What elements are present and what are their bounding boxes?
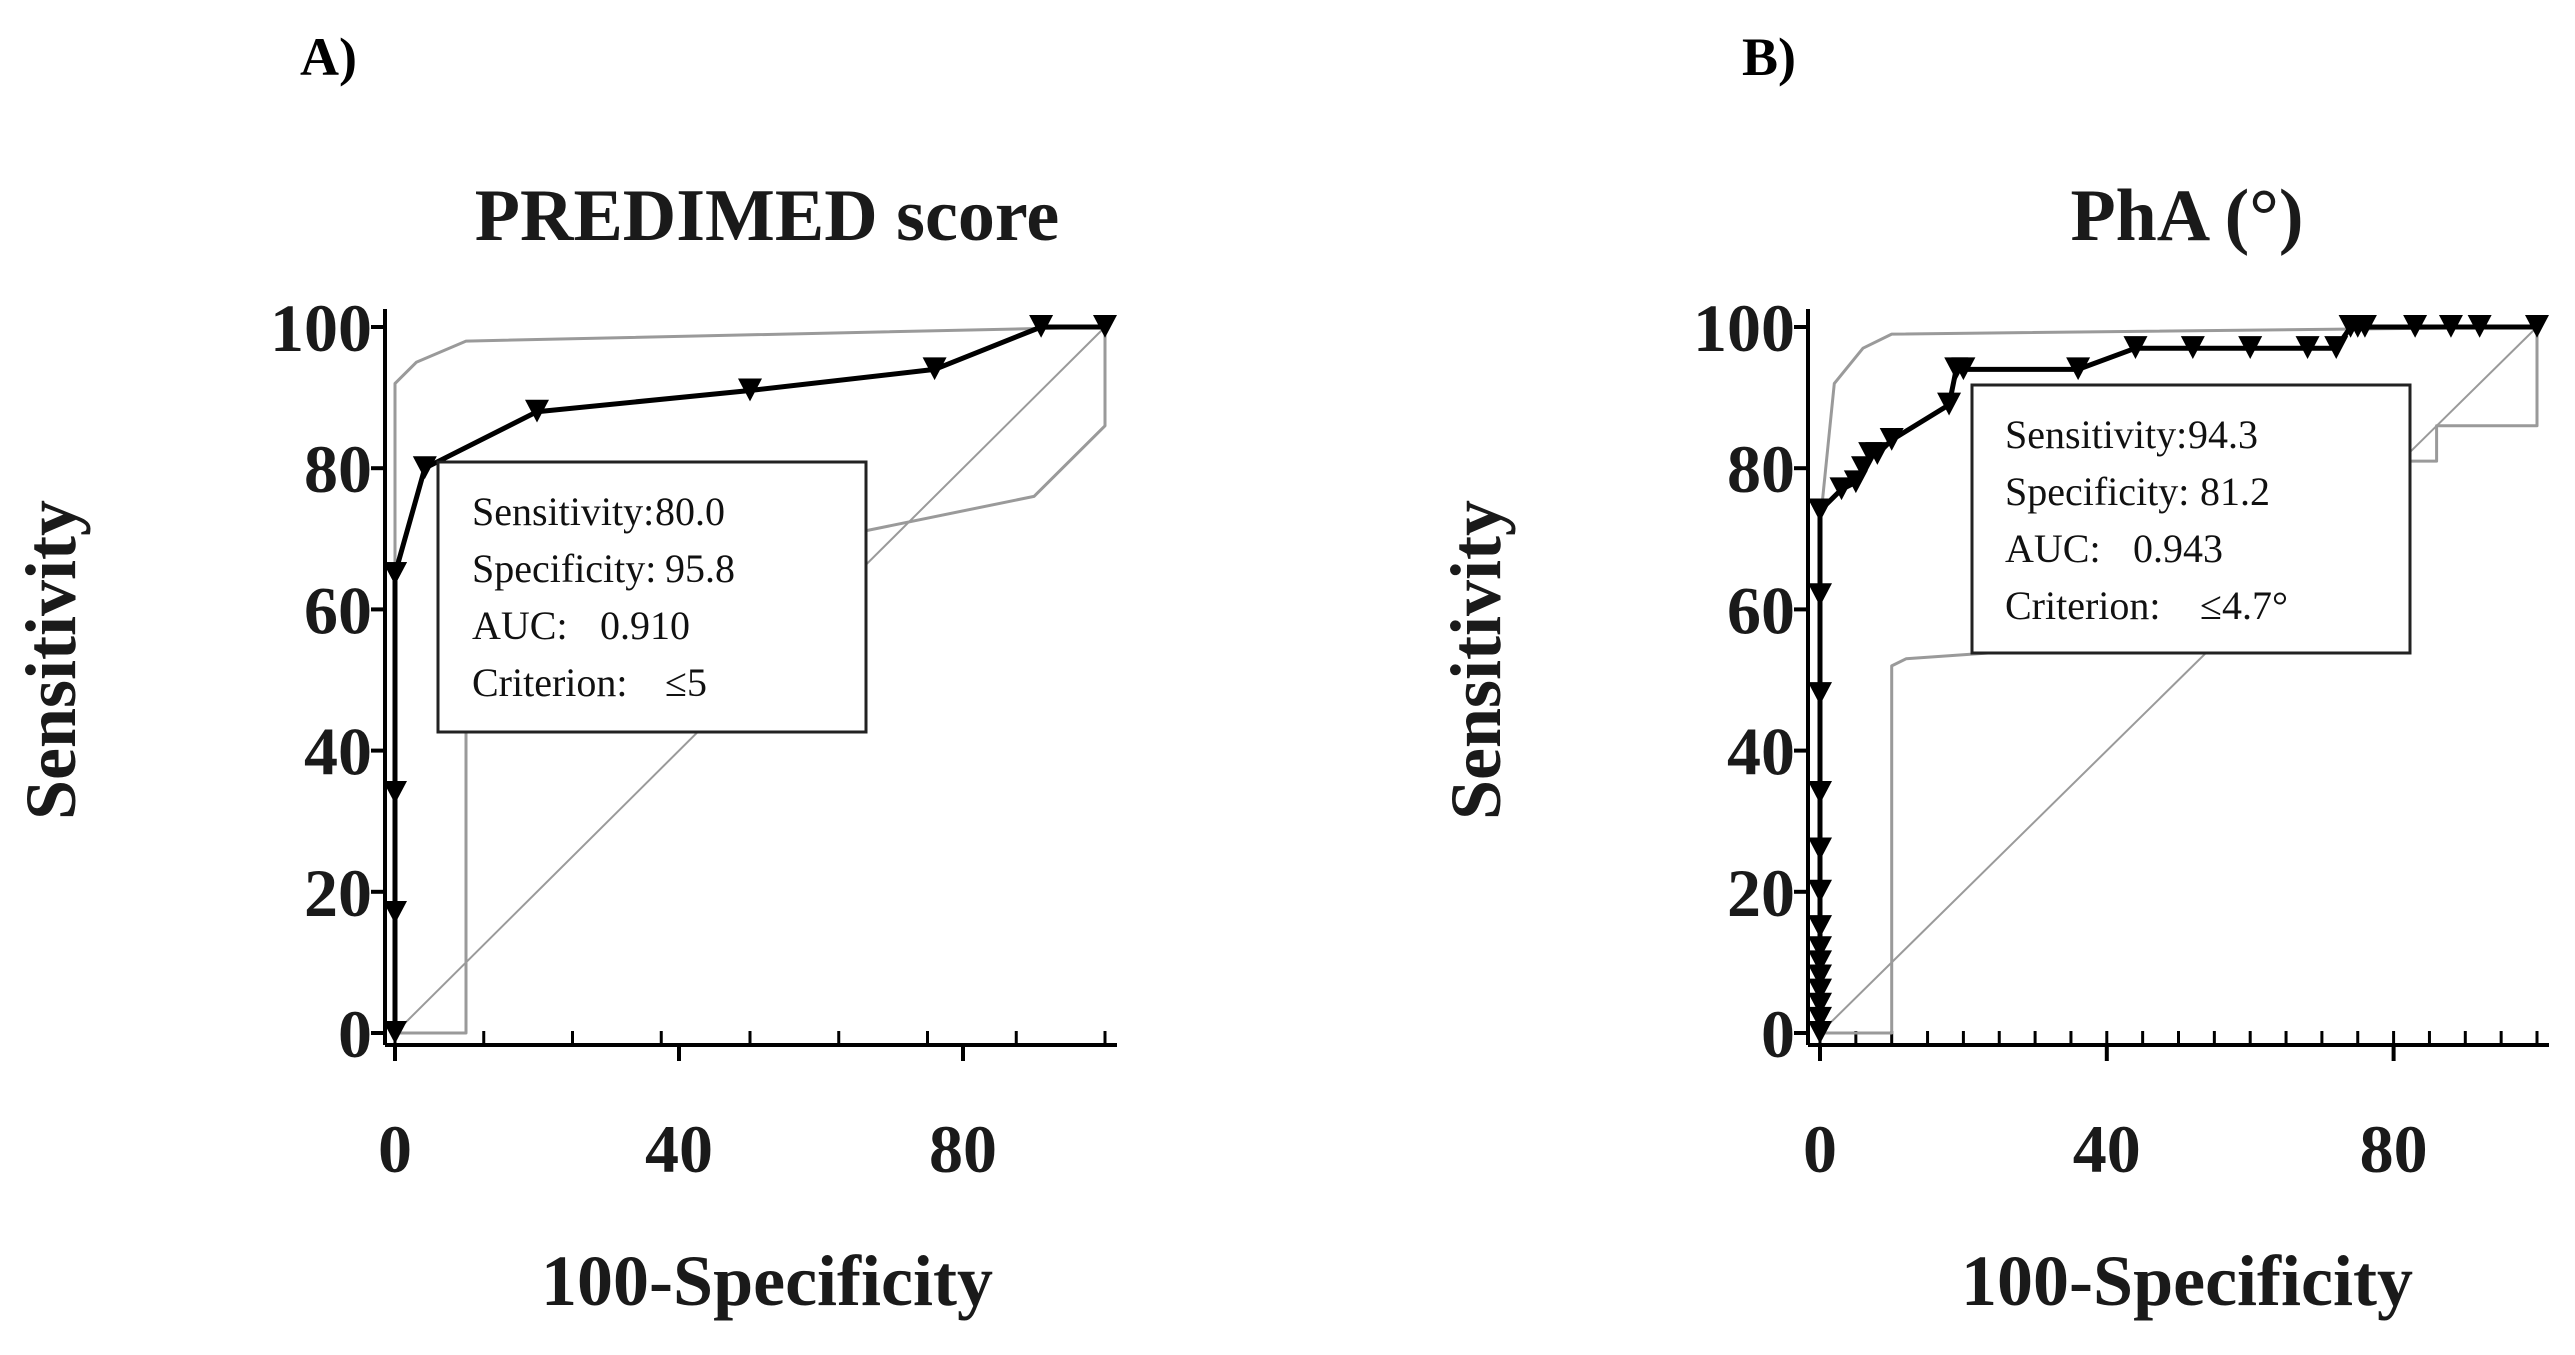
panel-a-y-tick-label: 0: [338, 996, 372, 1072]
panel-a-roc-point: [525, 399, 549, 423]
panel-b-title: PhA (°): [2070, 175, 2303, 257]
panel-b-roc-point: [2123, 336, 2148, 359]
panel-a-roc-point: [412, 456, 437, 479]
panel-b-roc-point: [1808, 780, 1832, 804]
panel-b-stat-label: Criterion:: [2005, 583, 2161, 628]
panel-a-x-axis-label: 100-Specificity: [541, 1241, 993, 1321]
panel-a-y-axis-label: Sensitivity: [11, 500, 91, 820]
panel-b-roc-point: [2467, 315, 2492, 338]
panel-b-roc-point: [1808, 950, 1832, 974]
panel-b-diagonal-line: [1819, 326, 2538, 1034]
panel-a-x-tick-label: 0: [378, 1111, 412, 1187]
panel-b-label: B): [1742, 27, 1796, 87]
panel-a-stat-label: Sensitivity:: [472, 489, 654, 534]
panel-a-roc-point: [738, 378, 762, 402]
panel-b-roc-point: [1808, 837, 1832, 861]
panel-b-stat-label: Sensitivity:: [2005, 412, 2187, 457]
panel-a-y-tick-label: 60: [304, 572, 372, 648]
panel-b-x-axis-label: 100-Specificity: [1961, 1241, 2413, 1321]
panel-b-roc-point: [1808, 936, 1832, 960]
panel-b-roc-point: [1808, 1021, 1832, 1044]
panel-b-roc-point: [1808, 964, 1832, 988]
panel-b-stat-value: 81.2: [2200, 469, 2270, 514]
panel-a-roc-point: [922, 357, 947, 381]
panel-b-stat-value: ≤4.7°: [2200, 583, 2288, 628]
panel-a-roc-point: [383, 780, 407, 804]
panel-b-roc-point: [2238, 336, 2263, 359]
panel-a-roc-point: [383, 562, 407, 585]
panel-a-stat-label: AUC:: [472, 603, 568, 648]
panel-a-y-tick-label: 80: [304, 431, 372, 507]
panel-a-roc-point: [1093, 315, 1117, 338]
panel-a-stat-value: 80.0: [655, 489, 725, 534]
panel-b-y-tick-label: 0: [1761, 996, 1795, 1072]
panel-b-roc-point: [2295, 336, 2320, 359]
panel-b-x-tick-label: 80: [2360, 1111, 2428, 1187]
panel-b-y-tick-label: 40: [1727, 714, 1795, 790]
panel-b-roc-point: [1865, 442, 1890, 465]
panel-b-roc-point: [1808, 978, 1832, 1002]
panel-a-x-tick-label: 40: [645, 1111, 713, 1187]
panel-b-roc-point: [1951, 357, 1976, 381]
panel-b-plot-area: 0 20 40 60 80 100 0 40 80: [1693, 290, 2549, 1187]
panel-a-roc-line: [392, 324, 1105, 1033]
panel-b-roc-point: [1937, 392, 1962, 416]
panel-a-y-tick-label: 100: [270, 290, 372, 366]
panel-a-stat-label: Criterion:: [472, 660, 628, 705]
panel-b-y-tick-label: 60: [1727, 572, 1795, 648]
panel-a-stat-value: 95.8: [665, 546, 735, 591]
panel-b-roc-point: [2403, 315, 2428, 338]
panel-b-stat-label: Specificity:: [2005, 469, 2189, 514]
panel-b-roc-point: [1879, 427, 1904, 451]
panel-a: A) PREDIMED score 100-Specificity Sensit…: [11, 27, 1117, 1321]
panel-a-y-tick-label: 40: [304, 714, 372, 790]
panel-b-roc-point: [1808, 879, 1832, 903]
panel-b-roc-point: [2525, 315, 2549, 338]
panel-a-stats-frame: [436, 460, 868, 734]
panel-a-x-tick-label: 80: [929, 1111, 997, 1187]
panel-b-stat-value: 94.3: [2188, 412, 2258, 457]
panel-a-stats-box: Sensitivity: 80.0 Specificity: 95.8 AUC:…: [436, 460, 868, 734]
panel-a-plot-area: 0 20 40 60 80 100 0 40 80: [270, 290, 1117, 1187]
panel-a-title: PREDIMED score: [475, 175, 1059, 257]
panel-b-roc-point: [1808, 682, 1832, 705]
panel-b-roc-point: [1808, 1006, 1832, 1030]
panel-b-stat-label: AUC:: [2005, 526, 2101, 571]
panel-a-stat-value: 0.910: [600, 603, 690, 648]
panel-b-roc-point: [2324, 336, 2349, 359]
panel-b-stats-box: Sensitivity: 94.3 Specificity: 81.2 AUC:…: [1970, 383, 2412, 655]
panel-b-y-tick-label: 20: [1727, 855, 1795, 931]
panel-b-roc-point: [1829, 477, 1854, 501]
panel-b-roc-point: [2180, 336, 2205, 359]
panel-b-roc-point: [1808, 583, 1832, 607]
panel-b-x-tick-label: 0: [1803, 1111, 1837, 1187]
panel-a-label: A): [300, 27, 357, 87]
panel-a-stat-value: ≤5: [665, 660, 707, 705]
panel-b-roc-point: [1808, 992, 1832, 1016]
panel-b: B) PhA (°) 100-Specificity Sensitivity 0…: [1436, 27, 2549, 1321]
panel-b-x-tick-label: 40: [2073, 1111, 2141, 1187]
panel-a-roc-point: [383, 900, 407, 924]
panel-a-roc-point: [383, 1021, 407, 1044]
panel-a-roc-point: [1029, 315, 1054, 338]
panel-b-roc-point: [1808, 498, 1832, 522]
panel-b-roc-point: [2438, 315, 2463, 338]
panel-b-y-axis-label: Sensitivity: [1436, 500, 1516, 820]
panel-b-stat-value: 0.943: [2133, 526, 2223, 571]
panel-a-y-tick-label: 20: [304, 855, 372, 931]
panel-b-stats-frame: [1970, 383, 2412, 655]
panel-b-roc-point: [2352, 315, 2377, 338]
panel-b-y-tick-label: 80: [1727, 431, 1795, 507]
panel-b-roc-point: [2066, 357, 2091, 381]
panel-a-stat-label: Specificity:: [472, 546, 656, 591]
panel-b-roc-point: [1808, 915, 1832, 938]
panel-b-y-tick-label: 100: [1693, 290, 1795, 366]
